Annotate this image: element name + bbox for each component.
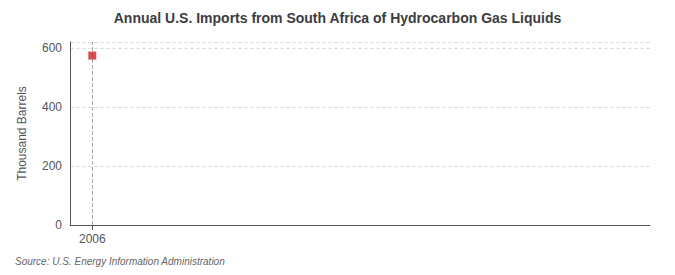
svg-text:Source: U.S. Energy Informatio: Source: U.S. Energy Information Administ… (15, 256, 225, 267)
svg-text:2006: 2006 (79, 232, 106, 246)
svg-text:Thousand Barrels: Thousand Barrels (15, 86, 29, 181)
svg-text:600: 600 (42, 41, 62, 55)
svg-text:Annual U.S. Imports from South: Annual U.S. Imports from South Africa of… (114, 10, 562, 26)
svg-text:400: 400 (42, 100, 62, 114)
svg-text:200: 200 (42, 159, 62, 173)
svg-text:0: 0 (55, 218, 62, 232)
